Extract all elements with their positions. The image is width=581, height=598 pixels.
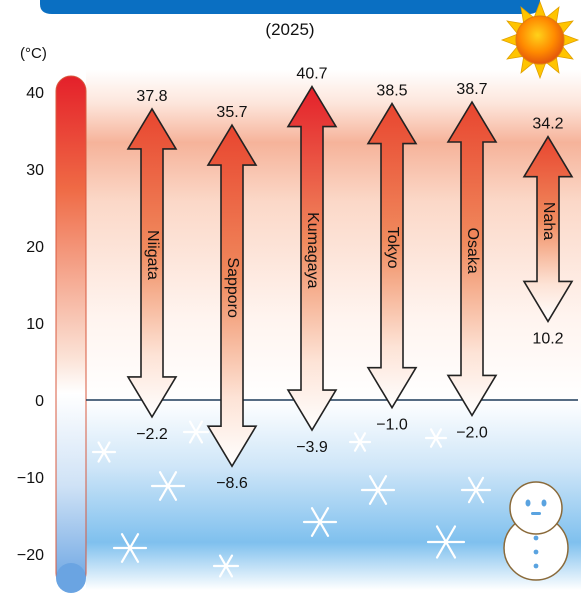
snowflake-icon	[302, 507, 338, 537]
snowflake-icon	[212, 554, 240, 578]
min-value-label: −2.2	[136, 426, 168, 443]
range-arrow-naha	[522, 135, 574, 324]
thermometer-bulb	[56, 563, 86, 593]
min-value-label: −1.0	[376, 417, 408, 434]
snowflake-icon	[424, 428, 448, 448]
sun-icon	[500, 0, 580, 80]
y-tick-label: −20	[17, 547, 44, 564]
city-label: Tokyo	[384, 227, 401, 269]
max-value-label: 38.7	[456, 81, 487, 98]
snowflake-icon	[426, 525, 466, 559]
y-tick-label: 30	[26, 162, 44, 179]
city-label: Niigata	[144, 230, 161, 280]
y-axis: 40 30 20 10 0 −10 −20	[17, 85, 44, 564]
city-label: Sapporo	[224, 257, 241, 318]
city-label: Naha	[540, 202, 557, 240]
y-tick-label: 40	[26, 85, 44, 102]
range-arrow-osaka	[446, 100, 498, 417]
max-value-label: 35.7	[216, 104, 247, 121]
y-tick-label: 0	[35, 393, 44, 410]
max-value-label: 38.5	[376, 83, 407, 100]
cold-background	[86, 400, 581, 590]
subtitle: (2025)	[265, 20, 314, 39]
max-value-label: 37.8	[136, 88, 167, 105]
thermometer-tube	[55, 75, 87, 589]
range-arrow-niigata	[126, 107, 178, 419]
max-value-label: 34.2	[532, 116, 563, 133]
thermometer	[55, 75, 87, 593]
snowflake-icon	[182, 420, 210, 444]
min-value-label: −2.0	[456, 424, 488, 441]
title-banner	[40, 0, 540, 14]
range-arrow-tokyo	[366, 101, 418, 410]
unit-label: (°C)	[20, 45, 47, 62]
range-arrow-kumagaya	[286, 85, 338, 432]
y-tick-label: 10	[26, 316, 44, 333]
snowman-icon	[503, 481, 569, 581]
snowflake-icon	[112, 533, 148, 563]
city-label: Osaka	[464, 228, 481, 274]
snowflake-icon	[460, 476, 492, 504]
max-value-label: 40.7	[296, 66, 327, 83]
min-value-label: −3.9	[296, 439, 328, 456]
snowflake-icon	[348, 432, 372, 452]
y-tick-label: 20	[26, 239, 44, 256]
min-value-label: −8.6	[216, 475, 248, 492]
min-value-label: 10.2	[532, 330, 563, 347]
snowflake-icon	[360, 475, 396, 505]
city-label: Kumagaya	[304, 212, 321, 289]
snowflakes	[91, 420, 492, 578]
y-tick-label: −10	[17, 470, 44, 487]
snowflake-icon	[150, 471, 186, 501]
snowflake-icon	[91, 441, 117, 463]
range-arrows: Niigata 37.8 −2.2 Sapporo 35.7 −8.6 Kumagaya 40…	[126, 66, 574, 492]
range-arrow-sapporo	[206, 123, 258, 468]
